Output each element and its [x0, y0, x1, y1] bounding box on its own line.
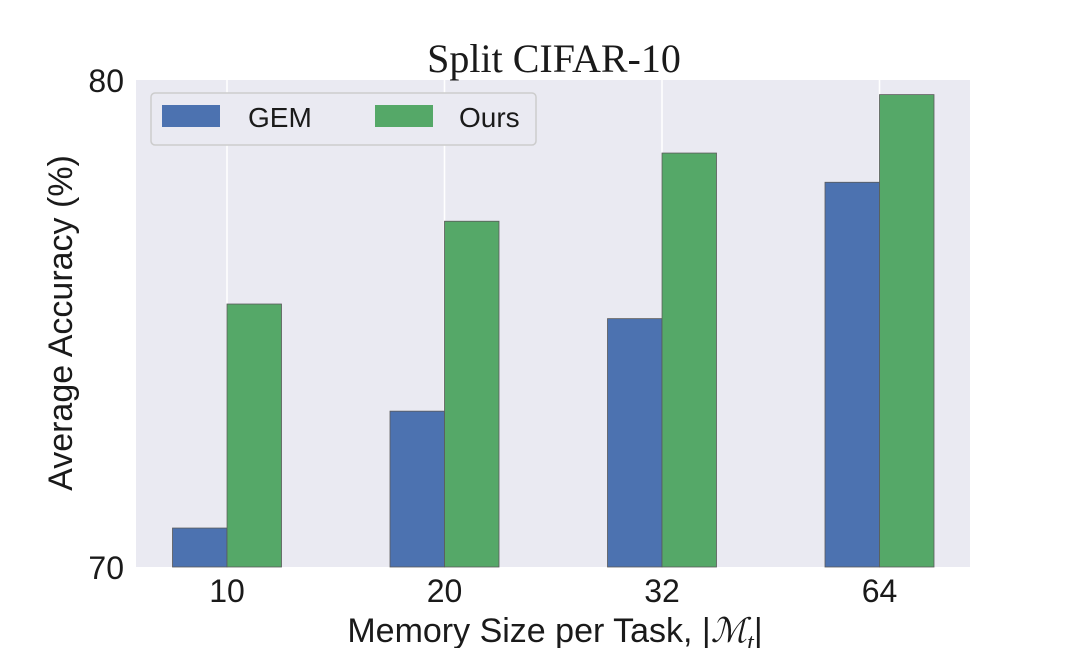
x-axis-label-symbol: ℳ [711, 613, 752, 648]
bar-gem-32 [607, 318, 663, 568]
tick-labels: 10 20 32 64 70 80 [88, 63, 897, 609]
legend-label-ours: Ours [459, 102, 520, 133]
bar-ours-20 [444, 220, 500, 568]
x-axis-label-subscript: t [747, 630, 755, 648]
y-tick-label-70: 70 [88, 550, 124, 586]
y-tick-label-80: 80 [88, 63, 124, 99]
x-axis-label: Memory Size per Task, |ℳt| [347, 612, 762, 648]
chart-title: Split CIFAR-10 [427, 36, 681, 81]
bar-gem-20 [389, 410, 445, 568]
legend-box [150, 92, 537, 146]
x-axis-label-main: Memory Size per Task, | [347, 612, 710, 648]
x-tick-label-64: 64 [862, 573, 898, 609]
legend: GEM Ours [150, 92, 537, 146]
y-axis-label: Average Accuracy (%) [42, 155, 80, 491]
bar-ours-10 [226, 303, 282, 568]
legend-label-gem: GEM [248, 102, 312, 133]
bar-gem-10 [172, 527, 228, 568]
bar-ours-64 [879, 94, 935, 568]
x-tick-label-10: 10 [209, 573, 245, 609]
legend-swatch-ours [375, 105, 433, 127]
bar-ours-32 [661, 152, 717, 568]
x-axis-label-end: | [754, 612, 763, 648]
x-tick-label-32: 32 [644, 573, 680, 609]
bar-gem-64 [824, 181, 880, 568]
x-tick-label-20: 20 [427, 573, 463, 609]
bars [172, 94, 935, 568]
legend-swatch-gem [162, 105, 220, 127]
